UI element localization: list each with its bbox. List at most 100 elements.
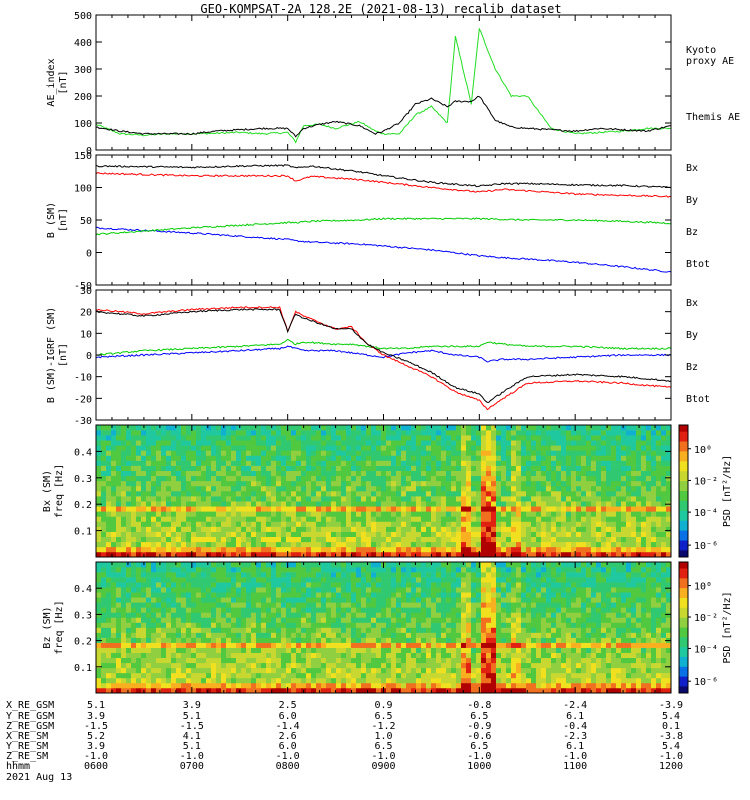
spectrogram-cell (221, 682, 227, 689)
spectrogram-cell (496, 475, 502, 482)
spectrogram-cell (411, 485, 417, 492)
spectrogram-cell (171, 672, 177, 679)
spectrogram-cell (541, 465, 547, 471)
spectrogram-cell (451, 587, 457, 593)
spectrogram-cell (666, 541, 672, 548)
spectrogram-cell (641, 491, 647, 497)
spectrogram-cell (556, 470, 562, 477)
spectrogram-cell (166, 657, 172, 664)
spectrogram-cell (406, 475, 412, 482)
spectrogram-cell (101, 440, 107, 446)
spectrogram-cell (111, 602, 117, 608)
spectrogram-cell (106, 567, 112, 573)
spectrogram-cell (186, 587, 192, 593)
spectrogram-cell (446, 587, 452, 593)
spectrogram-cell (451, 521, 457, 527)
spectrogram-cell (466, 425, 472, 431)
spectrogram-cell (581, 491, 587, 497)
spectrogram-cell (666, 475, 672, 482)
spectrogram-cell (101, 546, 107, 553)
spectrogram-cell (391, 642, 397, 648)
spectrogram-cell (231, 662, 237, 669)
spectrogram-cell (301, 582, 307, 588)
spectrogram-cell (651, 440, 657, 446)
spectrogram-cell (446, 541, 452, 548)
spectrogram-cell (131, 642, 137, 648)
spectrogram-cell (316, 602, 322, 608)
spectrogram-cell (121, 496, 127, 502)
spectrogram-cell (421, 511, 427, 517)
spectrogram-cell (356, 667, 362, 674)
spectrogram-cell (456, 592, 462, 598)
spectrogram-cell (326, 677, 332, 684)
spectrogram-cell (346, 475, 352, 482)
spectrogram-cell (341, 587, 347, 593)
spectrogram-cell (96, 460, 102, 466)
spectrogram-cell (456, 637, 462, 643)
spectrogram-cell (151, 475, 157, 482)
spectrogram-cell (441, 592, 447, 598)
spectrogram-cell (351, 592, 357, 598)
spectrogram-cell (461, 627, 467, 633)
spectrogram-cell (231, 672, 237, 679)
spectrogram-cell (451, 491, 457, 497)
spectrogram-cell (666, 455, 672, 461)
spectrogram-cell (331, 445, 337, 451)
spectrogram-cell (256, 475, 262, 482)
spectrogram-cell (431, 460, 437, 466)
spectrogram-cell (491, 450, 497, 456)
spectrogram-cell (526, 445, 532, 451)
spectrogram-cell (391, 480, 397, 487)
spectrogram-cell (601, 516, 607, 522)
spectrogram-cell (256, 577, 262, 583)
spectrogram-cell (406, 682, 412, 689)
spectrogram-cell (606, 501, 612, 507)
spectrogram-cell (246, 592, 252, 598)
spectrogram-cell (196, 617, 202, 623)
spectrogram-cell (586, 425, 592, 431)
spectrogram-cell (491, 526, 497, 532)
spectrogram-cell (446, 567, 452, 573)
spectrogram-cell (511, 435, 517, 441)
spectrogram-cell (461, 531, 467, 537)
spectrogram-cell (151, 450, 157, 456)
spectrogram-cell (346, 440, 352, 446)
spectrogram-cell (331, 425, 337, 431)
spectrogram-cell (291, 450, 297, 456)
spectrogram-cell (591, 450, 597, 456)
spectrogram-cell (341, 526, 347, 532)
spectrogram-cell (376, 445, 382, 451)
spectrogram-cell (446, 652, 452, 659)
spectrogram-cell (241, 657, 247, 664)
colorbar-cell (679, 524, 688, 528)
spectrogram-cell (446, 536, 452, 543)
spectrogram-cell (321, 435, 327, 441)
spectrogram-cell (236, 440, 242, 446)
spectrogram-cell (146, 475, 152, 482)
spectrogram-cell (296, 460, 302, 466)
spectrogram-cell (116, 577, 122, 583)
spectrogram-cell (371, 506, 377, 512)
spectrogram-cell (156, 435, 162, 441)
spectrogram-cell (316, 662, 322, 669)
spectrogram-cell (321, 541, 327, 548)
spectrogram-cell (186, 546, 192, 553)
spectrogram-cell (211, 491, 217, 497)
colorbar-cell (679, 458, 688, 462)
colorbar-cell (679, 510, 688, 515)
spectrogram-cell (181, 501, 187, 507)
spectrogram-cell (101, 551, 107, 558)
spectrogram-cell (266, 516, 272, 522)
spectrogram-cell (231, 677, 237, 684)
spectrogram-cell (226, 506, 232, 512)
spectrogram-cell (256, 460, 262, 466)
spectrogram-cell (341, 496, 347, 502)
spectrogram-cell (146, 577, 152, 583)
spectrogram-cell (426, 602, 432, 608)
spectrogram-cell (491, 460, 497, 466)
spectrogram-cell (476, 551, 482, 558)
spectrogram-cell (421, 637, 427, 643)
spectrogram-cell (621, 551, 627, 558)
spectrogram-cell (116, 652, 122, 659)
spectrogram-cell (301, 455, 307, 461)
